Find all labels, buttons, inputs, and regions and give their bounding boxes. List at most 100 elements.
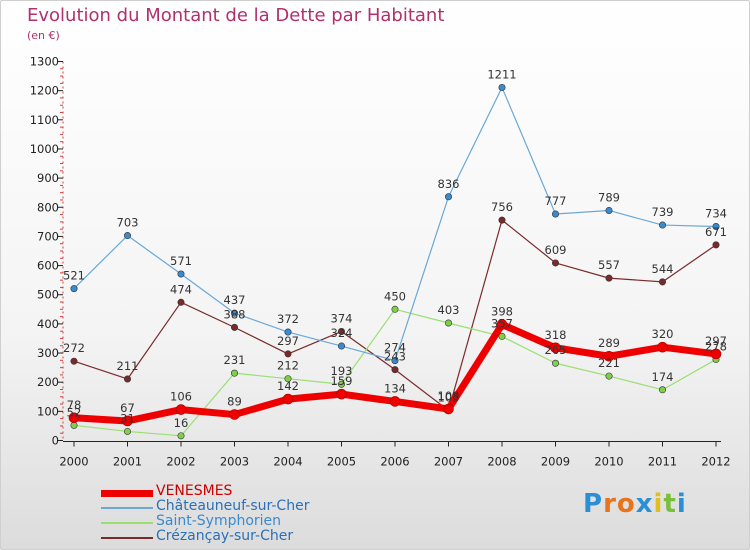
proxiti-logo: Proxiti — [583, 489, 687, 519]
data-point — [551, 210, 559, 218]
data-point — [124, 375, 132, 383]
data-label: 289 — [598, 336, 620, 350]
y-tick-label: 300 — [37, 346, 59, 360]
data-point — [284, 350, 292, 358]
legend-label: Châteauneuf-sur-Cher — [156, 498, 310, 514]
y-tick-label: 200 — [37, 375, 59, 389]
y-tick-label: 1000 — [30, 142, 59, 156]
data-label: 320 — [652, 327, 674, 341]
series-line — [73, 86, 717, 362]
y-tick-label: 1200 — [30, 84, 59, 98]
data-label: 777 — [545, 194, 567, 208]
data-label: 521 — [63, 269, 85, 283]
data-point — [124, 427, 132, 435]
data-point — [70, 357, 78, 365]
data-label: 474 — [170, 282, 192, 296]
data-point — [124, 232, 132, 240]
data-point — [177, 432, 185, 440]
data-point — [391, 366, 399, 374]
data-point — [657, 341, 668, 353]
y-tick-label: 600 — [37, 259, 59, 273]
legend-swatch — [101, 522, 153, 524]
data-label: 108 — [438, 389, 460, 403]
chart-subtitle: (en €) — [27, 29, 60, 42]
data-point — [336, 388, 347, 400]
data-label: 159 — [331, 374, 353, 388]
data-label: 212 — [277, 359, 299, 373]
x-tick-label: 2004 — [273, 455, 302, 469]
data-point — [391, 305, 399, 313]
axes: 0 100 200 300 400 500 600 700 800 900 1000 1100 1200… — [30, 55, 731, 469]
y-tick-label: 1300 — [30, 55, 59, 69]
data-label: 756 — [491, 200, 513, 214]
data-label: 739 — [652, 205, 674, 219]
data-point — [498, 332, 506, 340]
y-tick-label: 100 — [37, 404, 59, 418]
series-layer — [68, 83, 722, 440]
y-tick-label: 1100 — [30, 113, 59, 127]
data-point — [231, 323, 239, 331]
logo-letter: i — [653, 489, 664, 519]
data-point — [70, 285, 78, 293]
series-ch-teauneuf-sur-cher — [70, 83, 720, 365]
legend-label: Saint-Symphorien — [156, 513, 282, 529]
y-tick-label: 0 — [52, 434, 59, 448]
data-point — [70, 421, 78, 429]
data-label: 16 — [174, 416, 189, 430]
data-label: 324 — [331, 326, 353, 340]
x-tick-label: 2003 — [220, 455, 249, 469]
y-tick-label: 500 — [37, 288, 59, 302]
legend-swatch — [101, 537, 153, 539]
data-label: 357 — [491, 316, 513, 330]
x-tick-label: 2010 — [594, 455, 623, 469]
x-tick-label: 2002 — [166, 455, 195, 469]
data-point — [282, 393, 294, 405]
legend-label: Crézançay-sur-Cher — [156, 528, 294, 544]
data-label: 388 — [224, 307, 246, 321]
data-point — [605, 372, 613, 380]
data-label: 221 — [598, 356, 620, 370]
data-label: 142 — [277, 379, 299, 393]
y-tick-label: 700 — [37, 229, 59, 243]
data-point — [712, 241, 720, 249]
data-label: 297 — [277, 334, 299, 348]
data-point — [498, 83, 506, 91]
data-point — [443, 403, 454, 415]
data-point — [389, 396, 401, 407]
data-label: 193 — [331, 364, 353, 378]
legend-swatch — [101, 507, 153, 509]
x-tick-label: 2011 — [648, 455, 677, 469]
data-point — [605, 206, 613, 214]
data-point — [284, 328, 292, 336]
data-label: 557 — [598, 258, 620, 272]
x-tick-label: 2007 — [434, 455, 463, 469]
data-point — [177, 298, 185, 306]
series-venesmes — [68, 319, 722, 427]
legend-swatch — [101, 489, 153, 497]
logo-letter: r — [603, 489, 617, 519]
data-label: 272 — [63, 341, 85, 355]
logo-letter: t — [663, 489, 677, 519]
data-point — [658, 386, 666, 394]
data-point — [391, 357, 399, 365]
x-tick-label: 2009 — [541, 455, 570, 469]
data-label: 544 — [652, 262, 674, 276]
y-tick-label: 800 — [37, 200, 59, 214]
data-label: 398 — [491, 304, 513, 318]
data-label: 450 — [384, 289, 406, 303]
x-tick-label: 2001 — [113, 455, 142, 469]
data-point — [284, 375, 292, 383]
data-label: 836 — [438, 177, 460, 191]
y-tick-label: 900 — [37, 171, 59, 185]
x-tick-label: 2005 — [327, 455, 356, 469]
data-label: 211 — [117, 359, 139, 373]
data-label: 106 — [170, 390, 192, 404]
data-label: 243 — [384, 350, 406, 364]
data-point — [68, 412, 80, 424]
chart-title: Evolution du Montant de la Dette par Hab… — [27, 5, 445, 26]
data-label: 671 — [705, 225, 727, 239]
data-label: 1211 — [487, 67, 516, 81]
data-label: 265 — [545, 343, 567, 357]
x-tick-label: 2008 — [487, 455, 516, 469]
